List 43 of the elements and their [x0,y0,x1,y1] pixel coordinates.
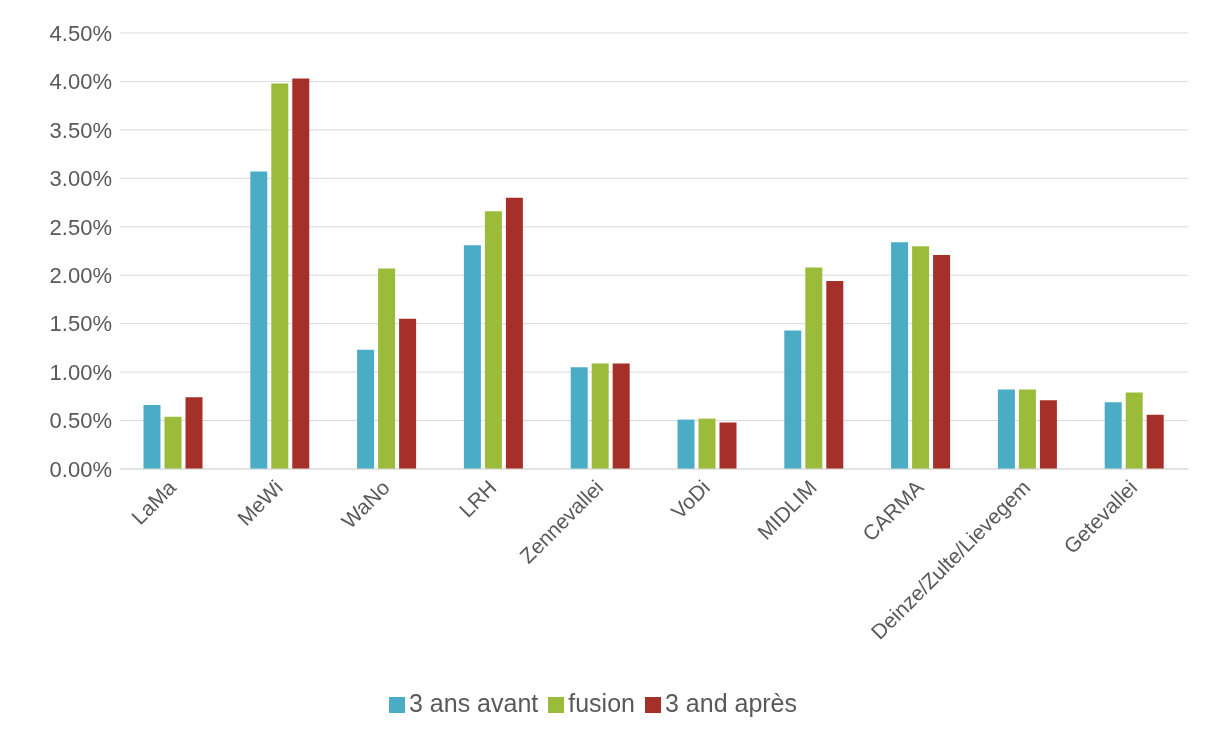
y-tick-label: 3.50% [49,117,112,143]
bar [933,254,951,469]
bar [805,267,823,469]
bar [997,389,1015,469]
bar [271,83,289,469]
bar [164,416,182,469]
bar [719,422,737,469]
y-tick-label: 2.50% [49,214,112,240]
bar [1146,414,1164,469]
y-tick-label: 0.50% [49,408,112,434]
y-tick-label: 2.00% [49,263,112,289]
bar [612,363,630,469]
bar [677,419,695,469]
bar [357,349,375,469]
bar [826,281,844,469]
bar [1018,389,1036,469]
bar [505,197,523,469]
bar [591,363,609,469]
bar [891,242,909,469]
bar [1125,392,1143,469]
y-tick-label: 3.00% [49,166,112,192]
legend-label: 3 and après [664,689,798,717]
bar [143,405,161,469]
bar [1104,402,1122,469]
y-tick-label: 4.50% [49,20,112,46]
bar [484,211,502,469]
bar [784,330,802,469]
legend-label: fusion [568,689,635,717]
y-tick-label: 1.50% [49,311,112,337]
bar [912,246,930,469]
bar [1039,400,1057,469]
bar [378,268,396,469]
legend-label: 3 ans avant [408,689,539,717]
bar [570,367,588,469]
bar [698,418,716,469]
bar [463,245,481,469]
y-tick-label: 4.00% [49,69,112,95]
bar [292,78,310,469]
bar [185,397,203,469]
y-tick-label: 1.00% [49,359,112,385]
bar [250,171,268,469]
y-tick-label: 0.00% [49,456,112,482]
bar [399,318,417,469]
